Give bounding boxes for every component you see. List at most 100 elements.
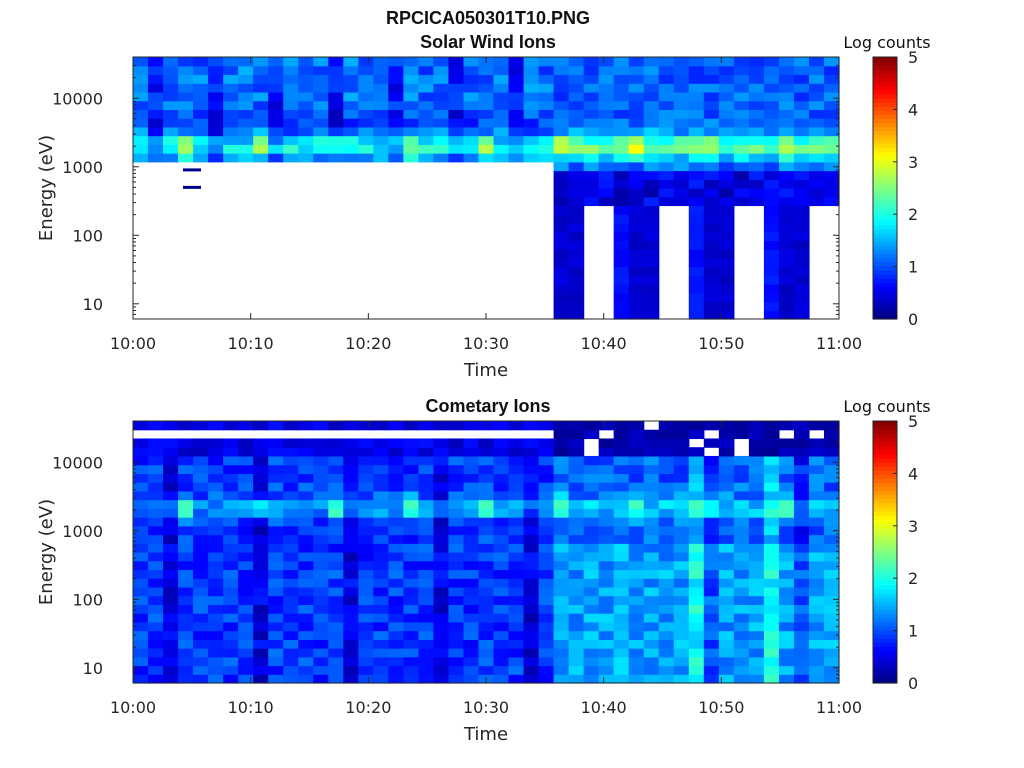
heatmap-cell [313,586,329,597]
heatmap-cell [343,604,359,614]
heatmap-cell [688,552,705,562]
heatmap-cell [208,543,224,553]
heatmap-cell [808,639,825,649]
heatmap-cell [688,534,705,544]
heatmap-cell [688,665,705,675]
heatmap-cell [523,109,540,119]
heatmap-cell [748,429,765,440]
heatmap-cell [628,499,645,509]
heatmap-cell [553,534,570,544]
heatmap-cell [373,560,389,571]
heatmap-cell [823,438,840,448]
heatmap-cell [643,65,660,76]
heatmap-cell [778,455,795,466]
heatmap-cell [133,74,149,84]
colorbar-segment [873,515,897,520]
heatmap-cell [208,621,224,632]
heatmap-cell [538,543,555,553]
heatmap-cell [133,126,149,137]
heatmap-cell [703,257,720,268]
heatmap-cell [493,118,510,128]
heatmap-cell [508,473,525,483]
heatmap-cell [508,144,525,154]
heatmap-cell [148,74,164,84]
heatmap-cell [298,569,314,579]
colorbar-segment [873,588,897,594]
heatmap-cell [673,170,690,180]
colorbar-segment [873,294,897,300]
heatmap-cell [763,100,780,110]
heatmap-cell [163,656,179,667]
figure-title: RPCICA050301T10.PNG [385,8,591,28]
heatmap-cell [688,91,705,102]
heatmap-cell [613,310,630,320]
heatmap-cell [433,569,450,579]
heatmap-cell [793,301,810,311]
heatmap-cell [403,569,419,579]
heatmap-cell [688,674,705,684]
heatmap-cell [673,429,690,440]
heatmap-cell [658,109,675,119]
heatmap-cell [148,126,164,137]
heatmap-cell [163,455,179,466]
heatmap-cell [703,604,720,614]
heatmap-cell [208,665,224,675]
heatmap-cell [283,83,299,93]
heatmap-cell [718,205,735,215]
heatmap-cell [808,534,825,544]
heatmap-cell [523,421,540,431]
heatmap-cell [628,109,645,119]
heatmap-cell [478,595,495,605]
heatmap-cell [628,205,645,215]
heatmap-cell [598,525,615,536]
heatmap-cell [823,464,840,474]
heatmap-cell [763,630,780,640]
heatmap-cell [703,144,720,154]
heatmap-cell [283,534,299,544]
heatmap-cell [673,665,690,675]
heatmap-cell [403,621,419,632]
heatmap-cell [793,292,810,303]
heatmap-cell [778,109,795,119]
heatmap-cell [223,543,239,553]
heatmap-cell [163,109,179,119]
heatmap-cell [643,490,660,501]
heatmap-cell [418,517,435,527]
heatmap-cell [763,179,780,189]
heatmap-cell [598,543,615,553]
heatmap-cell [583,665,600,675]
heatmap-cell [628,429,645,440]
heatmap-cell [268,604,284,614]
heatmap-cell [688,100,705,110]
heatmap-cell [373,621,389,632]
heatmap-cell [643,438,660,448]
heatmap-cell [508,421,525,431]
heatmap-cell [553,301,570,311]
heatmap-cell [793,284,810,294]
heatmap-cell [553,135,570,145]
y-tick-label: 10000 [52,453,103,472]
heatmap-cell [283,595,299,605]
heatmap-cell [388,613,404,623]
heatmap-cell [178,144,194,154]
heatmap-cell [223,621,239,632]
heatmap-cell [613,231,630,241]
heatmap-cell [373,438,389,448]
heatmap-cell [778,100,795,110]
heatmap-cell [253,91,269,102]
heatmap-cell [598,438,615,448]
heatmap-cell [328,508,344,518]
heatmap-cell [718,275,735,285]
heatmap-cell [448,144,465,154]
heatmap-cell [598,473,615,483]
heatmap-cell [253,83,269,93]
heatmap-cell [193,118,209,128]
heatmap-cell [733,560,750,571]
heatmap-cell [403,639,419,649]
heatmap-cell [793,65,810,76]
heatmap-cell [163,621,179,632]
heatmap-cell [343,656,359,667]
heatmap-cell [793,517,810,527]
heatmap-cell [718,648,735,658]
heatmap-cell [718,525,735,536]
